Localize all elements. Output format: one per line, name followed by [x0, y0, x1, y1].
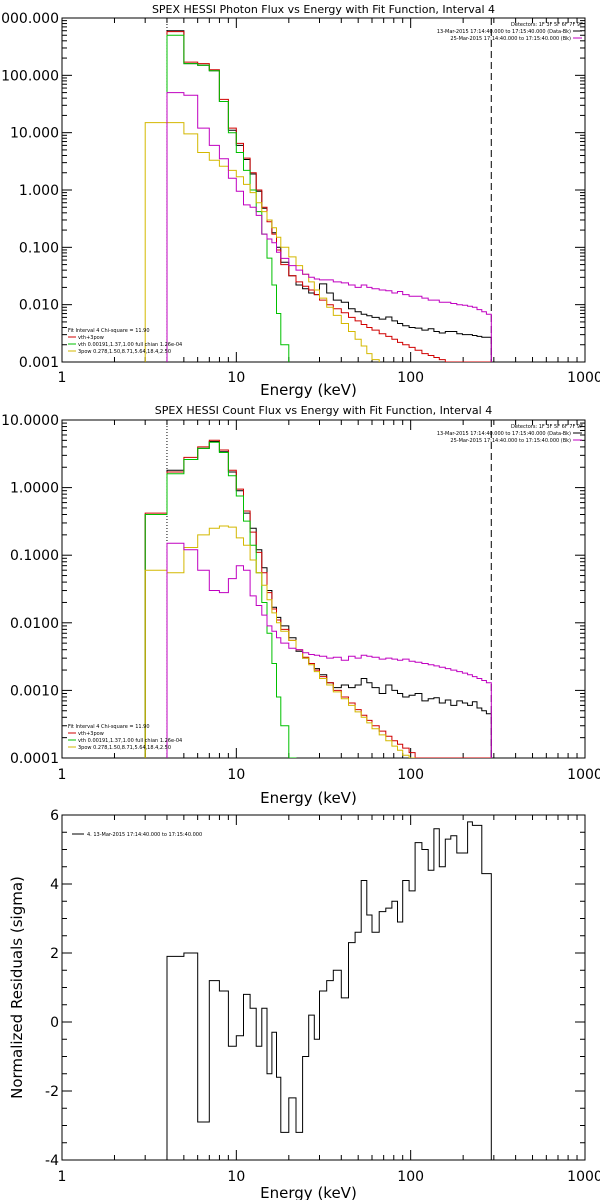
legend-left-entry: vth 0.00191,1.37,1.00 full chian 1.26e-0…	[78, 342, 182, 348]
x-tick-label: 100	[397, 370, 424, 386]
legend-right-entry: 13-Mar-2015 17:14:40.000 to 17:15:40.000…	[437, 29, 571, 35]
y-axis-label: Normalized Residuals (sigma)	[8, 876, 26, 1099]
legend-right-entry: Detectors: 1F 3F 5F 6F 7F 9F	[511, 424, 583, 430]
x-axis-label: Energy (keV)	[260, 789, 357, 807]
series-vth	[166, 34, 290, 362]
y-tick-label: -2	[45, 1084, 59, 1100]
y-tick-label: 10.000	[10, 126, 59, 142]
y-tick-label: 0.001	[19, 355, 59, 371]
y-tick-label: 6	[50, 808, 59, 824]
legend-right-entry: 25-Mar-2015 17:14:40.000 to 17:15:40.000…	[450, 438, 571, 444]
x-tick-label: 10	[227, 370, 245, 386]
series-vth-3pow	[144, 439, 492, 758]
x-tick-label: 1000	[567, 767, 600, 783]
chart-title: SPEX HESSI Photon Flux vs Energy with Fi…	[152, 3, 495, 16]
series-3pow	[144, 525, 416, 758]
legend-left-entry: Fit Interval 4 Chi-square = 11.90	[68, 328, 150, 334]
x-tick-label: 10	[227, 767, 245, 783]
series-3pow	[144, 122, 380, 362]
y-tick-label: 2	[50, 946, 59, 962]
x-tick-label: 1	[58, 767, 67, 783]
series-vth	[144, 441, 297, 758]
legend-right-entry: Detectors: 1F 3F 5F 6F 7F 9F	[511, 22, 583, 28]
legend-left-entry: 3pow 0.278,1.50,8.71,5.64,18.4,2.50	[78, 745, 171, 751]
plot-area	[144, 18, 492, 362]
y-tick-label: 0.010	[19, 298, 59, 314]
series-vth-3pow	[166, 31, 492, 362]
x-tick-label: 100	[397, 767, 424, 783]
legend-right-entry: 13-Mar-2015 17:14:40.000 to 17:15:40.000…	[437, 431, 571, 437]
legend-left-entry: 3pow 0.278,1.50,8.71,5.64,18.4,2.50	[78, 349, 171, 355]
plot-area	[166, 821, 492, 1160]
legend-left-entry: vth+3pow	[78, 335, 104, 341]
x-axis-label: Energy (keV)	[260, 1184, 357, 1200]
x-tick-label: 10	[227, 1169, 245, 1185]
y-tick-label: 1.000	[19, 183, 59, 199]
x-tick-label: 1	[58, 1169, 67, 1185]
y-tick-label: 0.0010	[10, 683, 59, 699]
x-axis-label: Energy (keV)	[260, 381, 357, 399]
chart-panel-1: SPEX HESSI Photon Flux vs Energy with Fi…	[0, 3, 600, 399]
legend-left-entry: Fit Interval 4 Chi-square = 11.90	[68, 724, 150, 730]
series-4-13-mar-2015-17-14-40-000-to-17-15-40-000	[166, 821, 492, 1160]
legend-right-entry: 25-Mar-2015 17:14:40.000 to 17:15:40.000…	[450, 36, 571, 42]
chart-panel-2: SPEX HESSI Count Flux vs Energy with Fit…	[1, 404, 600, 807]
y-tick-label: 0	[50, 1015, 59, 1031]
y-tick-label: 1000.000	[0, 11, 59, 27]
series-bk	[166, 542, 492, 758]
y-tick-label: 4	[50, 877, 59, 893]
y-tick-label: 0.1000	[10, 548, 59, 564]
plot-frame	[61, 17, 586, 363]
y-tick-label: 0.100	[19, 240, 59, 256]
x-tick-label: 1	[58, 370, 67, 386]
x-tick-label: 1000	[567, 370, 600, 386]
y-tick-label: 0.0100	[10, 616, 59, 632]
plot-frame	[61, 814, 586, 1161]
x-tick-label: 100	[397, 1169, 424, 1185]
plot-frame	[61, 419, 586, 759]
y-tick-label: 1.0000	[10, 481, 59, 497]
y-tick-label: -4	[45, 1153, 59, 1169]
y-tick-label: 10.0000	[1, 413, 59, 429]
plot-area	[144, 420, 492, 758]
chart-title: SPEX HESSI Count Flux vs Energy with Fit…	[155, 404, 492, 417]
series-data-bk	[144, 441, 492, 758]
legend-left-entry: vth+3pow	[78, 731, 104, 737]
series-data-bk	[166, 30, 492, 362]
x-tick-label: 1000	[567, 1169, 600, 1185]
y-tick-label: 0.0001	[10, 751, 59, 767]
y-tick-label: 100.000	[1, 68, 59, 84]
legend-entry: 4. 13-Mar-2015 17:14:40.000 to 17:15:40.…	[87, 832, 202, 838]
legend-left-entry: vth 0.00191,1.37,1.00 full chian 1.26e-0…	[78, 738, 182, 744]
chart-panel-3: 1 10 100 1000 -4 -2 0 2 4 6 Energy (keV) Normalized…	[8, 808, 600, 1200]
series-bk	[166, 92, 492, 362]
